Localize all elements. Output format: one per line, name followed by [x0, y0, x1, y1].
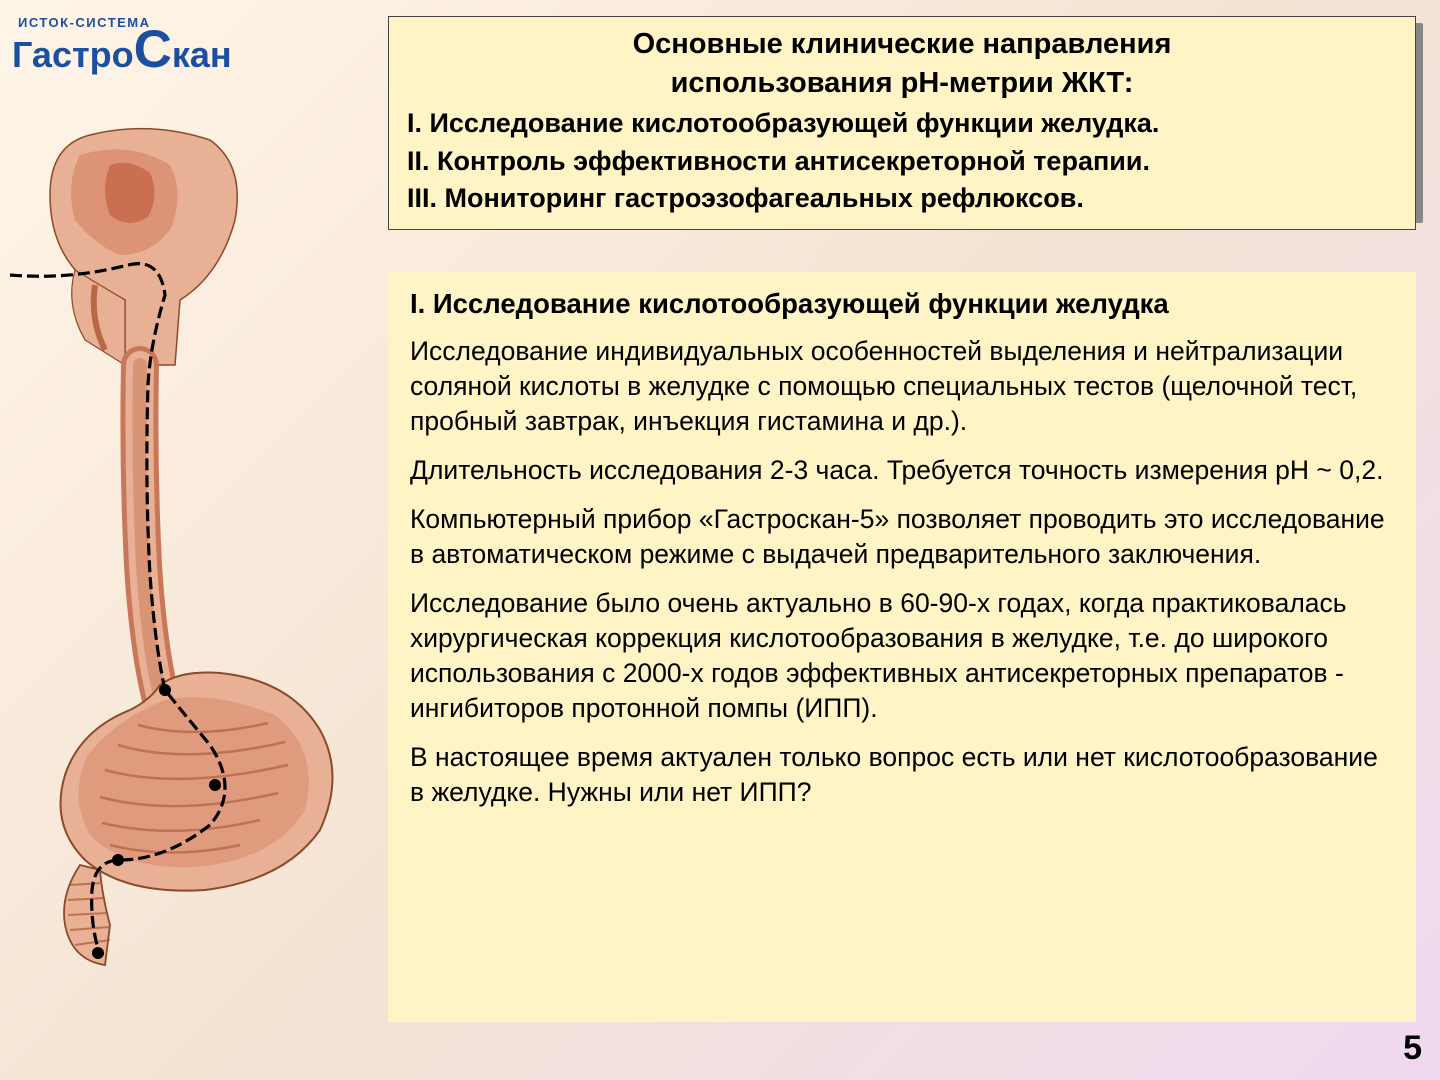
gi-tract-illustration	[10, 125, 370, 975]
logo-c-letter: С	[134, 20, 172, 79]
brand-logo: ИСТОК-СИСТЕМА ГастроСкан	[12, 15, 232, 74]
paragraph-2: Длительность исследования 2-3 часа. Треб…	[410, 453, 1394, 488]
main-heading: I. Исследование кислотообразующей функци…	[410, 288, 1394, 320]
top-item-1: I. Исследование кислотообразующей функци…	[407, 105, 1397, 142]
top-item-3: III. Мониторинг гастроэзофагеальных рефл…	[407, 180, 1397, 217]
paragraph-4: Исследование было очень актуально в 60-9…	[410, 586, 1394, 726]
paragraph-1: Исследование индивидуальных особенностей…	[410, 334, 1394, 439]
main-content-box: I. Исследование кислотообразующей функци…	[388, 272, 1416, 1022]
top-list: I. Исследование кислотообразующей функци…	[407, 105, 1397, 217]
paragraph-3: Компьютерный прибор «Гастроскан-5» позво…	[410, 502, 1394, 572]
page-number: 5	[1403, 1029, 1422, 1068]
paragraph-5: В настоящее время актуален только вопрос…	[410, 740, 1394, 810]
top-title: Основные клинические направления использ…	[407, 25, 1397, 103]
top-summary-box: Основные клинические направления использ…	[388, 16, 1416, 230]
anatomy-svg	[10, 125, 370, 975]
logo-main: ГастроСкан	[12, 26, 232, 74]
top-item-2: II. Контроль эффективности антисекреторн…	[407, 143, 1397, 180]
